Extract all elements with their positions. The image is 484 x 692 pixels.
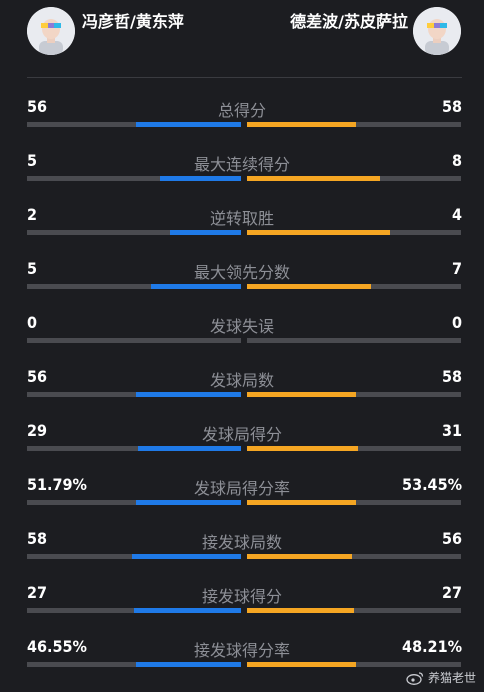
- right-bar-fill: [247, 500, 356, 505]
- stat-label: 总得分: [217, 101, 266, 120]
- stat-label: 发球局得分: [201, 425, 282, 444]
- stat-row: 27 接发球得分 27: [0, 583, 484, 637]
- left-value: 5: [27, 259, 38, 278]
- weibo-icon: [406, 671, 424, 685]
- left-value: 58: [27, 529, 48, 548]
- avatar-placeholder-icon: [413, 7, 461, 55]
- stat-label: 发球局数: [209, 371, 274, 390]
- right-value: 53.45%: [402, 475, 462, 494]
- stat-label: 接发球局数: [201, 533, 282, 552]
- stat-row: 0 发球失误 0: [0, 313, 484, 367]
- right-value: 0: [451, 313, 462, 332]
- left-value: 46.55%: [27, 637, 87, 656]
- left-value: 56: [27, 367, 48, 386]
- stat-row: 2 逆转取胜 4: [0, 205, 484, 259]
- right-bar-fill: [247, 176, 380, 181]
- stat-label: 最大连续得分: [193, 155, 290, 174]
- stat-label: 最大领先分数: [193, 263, 290, 282]
- stat-row: 51.79% 发球局得分率 53.45%: [0, 475, 484, 529]
- left-bar-track: [27, 662, 241, 667]
- stat-row: 29 发球局得分 31: [0, 421, 484, 475]
- match-header: 冯彦哲/黄东萍 德差波/苏皮萨拉: [0, 0, 484, 78]
- left-bar-fill: [136, 392, 241, 397]
- left-bar-fill: [136, 662, 241, 667]
- left-value: 29: [27, 421, 48, 440]
- right-team-name: 德差波/苏皮萨拉: [290, 12, 408, 31]
- left-bar-track: [27, 500, 241, 505]
- right-value: 8: [451, 151, 462, 170]
- left-team-avatar[interactable]: [27, 7, 75, 55]
- right-bar-fill: [247, 230, 390, 235]
- watermark: 养猫老世: [406, 669, 476, 686]
- header-divider: [27, 77, 462, 78]
- stat-label: 逆转取胜: [209, 209, 274, 228]
- right-value: 48.21%: [402, 637, 462, 656]
- stat-row: 58 接发球局数 56: [0, 529, 484, 583]
- right-value: 58: [441, 97, 462, 116]
- right-bar-track: [247, 554, 461, 559]
- left-team-name: 冯彦哲/黄东萍: [82, 12, 184, 31]
- right-bar-track: [247, 446, 461, 451]
- left-bar-fill: [151, 284, 241, 289]
- right-bar-fill: [247, 446, 358, 451]
- left-bar-track: [27, 608, 241, 613]
- stat-row: 46.55% 接发球得分率 48.21%: [0, 637, 484, 691]
- left-value: 2: [27, 205, 38, 224]
- stat-label: 接发球得分: [201, 587, 282, 606]
- left-bar-track: [27, 230, 241, 235]
- right-value: 4: [451, 205, 462, 224]
- left-bar-track: [27, 122, 241, 127]
- left-bar-track: [27, 284, 241, 289]
- stat-label: 发球局得分率: [193, 479, 290, 498]
- right-team-avatar[interactable]: [413, 7, 461, 55]
- right-bar-track: [247, 122, 461, 127]
- left-value: 51.79%: [27, 475, 87, 494]
- right-bar-track: [247, 500, 461, 505]
- stat-row: 5 最大领先分数 7: [0, 259, 484, 313]
- left-value: 56: [27, 97, 48, 116]
- right-value: 31: [441, 421, 462, 440]
- right-bar-track: [247, 176, 461, 181]
- left-bar-track: [27, 176, 241, 181]
- right-bar-track: [247, 662, 461, 667]
- right-bar-fill: [247, 122, 356, 127]
- left-bar-fill: [136, 500, 241, 505]
- left-bar-track: [27, 446, 241, 451]
- right-value: 27: [441, 583, 462, 602]
- left-bar-fill: [136, 122, 241, 127]
- left-value: 5: [27, 151, 38, 170]
- right-bar-fill: [247, 608, 354, 613]
- right-bar-fill: [247, 284, 371, 289]
- right-bar-fill: [247, 392, 356, 397]
- left-bar-fill: [134, 608, 241, 613]
- right-bar-track: [247, 284, 461, 289]
- left-bar-fill: [160, 176, 241, 181]
- right-bar-track: [247, 230, 461, 235]
- stat-label: 发球失误: [209, 317, 274, 336]
- right-value: 58: [441, 367, 462, 386]
- stat-row: 56 发球局数 58: [0, 367, 484, 421]
- right-bar-fill: [247, 662, 356, 667]
- left-value: 27: [27, 583, 48, 602]
- stat-row: 5 最大连续得分 8: [0, 151, 484, 205]
- left-bar-fill: [170, 230, 241, 235]
- left-bar-fill: [132, 554, 241, 559]
- watermark-text: 养猫老世: [427, 671, 476, 685]
- left-value: 0: [27, 313, 38, 332]
- right-bar-fill: [247, 554, 352, 559]
- left-bar-track: [27, 392, 241, 397]
- left-bar-track: [27, 554, 241, 559]
- stat-row: 56 总得分 58: [0, 97, 484, 151]
- right-value: 56: [441, 529, 462, 548]
- stat-label: 接发球得分率: [193, 641, 290, 660]
- right-bar-track: [247, 338, 461, 343]
- left-bar-track: [27, 338, 241, 343]
- avatar-placeholder-icon: [27, 7, 75, 55]
- right-bar-track: [247, 608, 461, 613]
- right-value: 7: [451, 259, 462, 278]
- left-bar-fill: [138, 446, 241, 451]
- right-bar-track: [247, 392, 461, 397]
